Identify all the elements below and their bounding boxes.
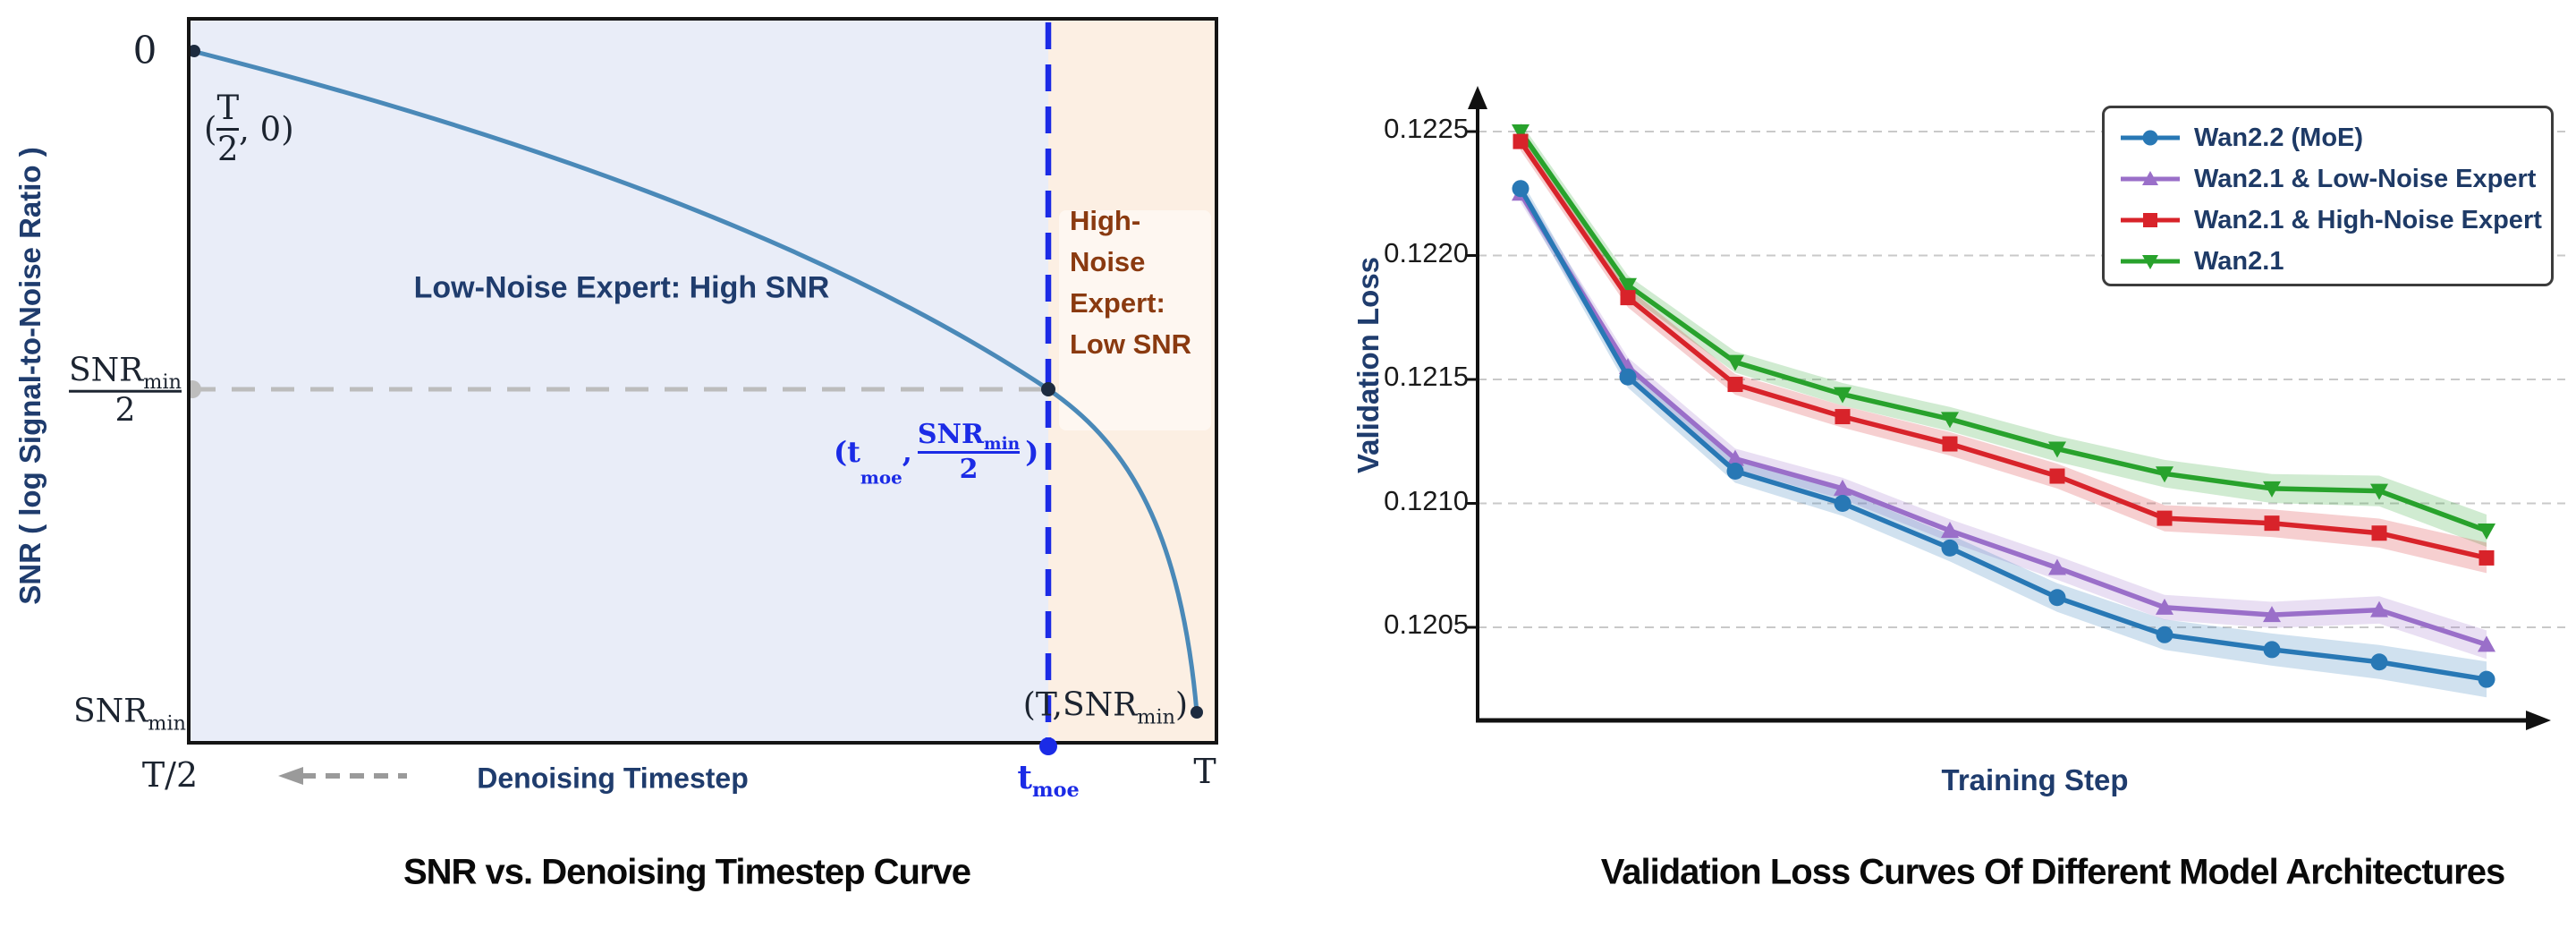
high-noise-line3: Expert: xyxy=(1070,287,1165,319)
high-noise-line2: Noise xyxy=(1070,246,1146,277)
min-subscript: min xyxy=(1137,705,1175,729)
annot-open: (t xyxy=(834,435,860,469)
min-subscript: min xyxy=(143,370,182,395)
fraction-bar xyxy=(216,127,240,131)
series-Wan2.1 & High-Noise Expert xyxy=(1513,133,2495,566)
min-subscript: min xyxy=(983,435,1021,455)
end-close: ) xyxy=(1174,686,1188,724)
high-noise-line4: Low SNR xyxy=(1070,328,1192,360)
t-moe-axis-dot xyxy=(1039,737,1057,755)
snr-text: SNR xyxy=(69,352,144,389)
end-point-label: (T, SNR min) xyxy=(930,686,1188,729)
axis-snr-half-dot xyxy=(191,380,201,398)
legend-item-wan22-moe: Wan2.2 (MoE) xyxy=(2119,117,2551,158)
high-noise-line1: High- xyxy=(1070,205,1141,236)
validation-loss-plot xyxy=(1466,86,2565,730)
legend-sample-triangle-up-icon xyxy=(2121,171,2180,185)
x-tick-T: T xyxy=(1193,752,1216,791)
snr-text: SNR xyxy=(1063,686,1138,724)
snr-half-denominator: 2 xyxy=(114,392,136,430)
y-axis xyxy=(1468,86,1487,722)
y-tick-label: 0.1220 xyxy=(1384,236,1469,268)
legend-item-wan21-high-noise: Wan2.1 & High-Noise Expert xyxy=(2119,200,2551,241)
curve-start-dot xyxy=(191,45,200,57)
left-chart-title: SNR vs. Denoising Timestep Curve xyxy=(402,852,971,892)
legend-item-wan21-low-noise: Wan2.1 & Low-Noise Expert xyxy=(2119,158,2551,200)
x-tick-t-moe: t moe xyxy=(1017,759,1079,802)
annot-denominator: 2 xyxy=(959,453,979,485)
y-tick-label: 0.1205 xyxy=(1384,609,1469,640)
origin-rest: , 0) xyxy=(239,109,294,149)
snr-curve xyxy=(191,48,1199,713)
origin-den: 2 xyxy=(217,129,239,168)
min-subscript: min xyxy=(148,711,186,736)
y-tick-zero: 0 xyxy=(132,28,157,72)
left-x-axis-label: Denoising Timestep xyxy=(477,762,749,795)
legend-sample-triangle-down-icon xyxy=(2121,255,2180,269)
high-noise-region-label: High- Noise Expert: Low SNR xyxy=(1070,200,1191,365)
x-tick-t-half: T/2 xyxy=(141,755,199,795)
annot-fraction: SNR min 2 xyxy=(917,419,1021,485)
origin-point-label: ( T 2 , 0) xyxy=(204,89,294,168)
fraction-bar xyxy=(69,389,182,393)
y-tick-snr-min: SNR min xyxy=(73,693,186,736)
right-y-axis-label: Validation Loss xyxy=(1352,256,1385,474)
legend-label: Wan2.1 & High-Noise Expert xyxy=(2194,205,2542,234)
annot-comma: , xyxy=(902,435,912,469)
legend-label: Wan2.1 xyxy=(2194,246,2284,276)
moe-subscript: moe xyxy=(1031,779,1080,803)
legend-sample-square-icon xyxy=(2121,213,2180,227)
snr-text: SNR xyxy=(917,419,984,450)
high-noise-label-box xyxy=(1059,210,1211,430)
low-noise-region xyxy=(191,21,1048,741)
y-tick-label: 0.1215 xyxy=(1384,361,1469,392)
right-x-axis-label: Training Step xyxy=(1941,763,2129,796)
series-Wan2.1 xyxy=(1512,124,2496,540)
left-y-axis-label: SNR ( log Signal-to-Noise Ratio ) xyxy=(13,147,47,605)
end-open: (T, xyxy=(1022,686,1063,724)
x-axis xyxy=(1476,711,2551,730)
annot-numerator: SNR min xyxy=(917,419,1020,453)
confidence-band xyxy=(1521,132,2487,574)
legend-label: Wan2.2 (MoE) xyxy=(2194,123,2364,152)
x-axis-arrow-icon xyxy=(2526,711,2551,730)
y-tick-label: 0.1210 xyxy=(1384,484,1469,516)
right-chart-title: Validation Loss Curves Of Different Mode… xyxy=(1600,852,2505,892)
snr-text: SNR xyxy=(73,693,148,730)
y-tick-label: 0.1225 xyxy=(1384,113,1469,144)
origin-fraction: T 2 xyxy=(216,89,240,168)
curve-end-dot xyxy=(1191,706,1203,719)
y-axis-arrow-icon xyxy=(1468,86,1487,109)
snr-half-numerator: SNR min xyxy=(69,352,182,393)
t-moe-point-annotation: (t moe, SNR min 2 ) xyxy=(834,419,1039,489)
fraction-bar xyxy=(917,450,1021,454)
t-text: t xyxy=(1017,759,1032,796)
annot-close: ) xyxy=(1025,435,1039,469)
curve-moe-dot xyxy=(1041,382,1055,396)
low-noise-region-label: Low-Noise Expert: High SNR xyxy=(413,270,830,305)
origin-num: T xyxy=(216,89,240,127)
legend-label: Wan2.1 & Low-Noise Expert xyxy=(2194,164,2537,193)
series-Wan2.1 & Low-Noise Expert xyxy=(1512,184,2496,652)
origin-open: ( xyxy=(204,109,217,149)
moe-subscript: moe xyxy=(860,466,902,489)
y-tick-snr-half: SNR min 2 xyxy=(69,352,182,430)
series-Wan2.2 (MoE) xyxy=(1512,180,2496,688)
legend-sample-circle-icon xyxy=(2121,130,2180,146)
legend: Wan2.2 (MoE) Wan2.1 & Low-Noise Expert W… xyxy=(2102,106,2554,286)
legend-item-wan21: Wan2.1 xyxy=(2119,241,2551,282)
left-arrow-icon xyxy=(278,767,407,785)
snr-schematic-plot xyxy=(191,21,1215,741)
confidence-band xyxy=(1521,123,2487,547)
